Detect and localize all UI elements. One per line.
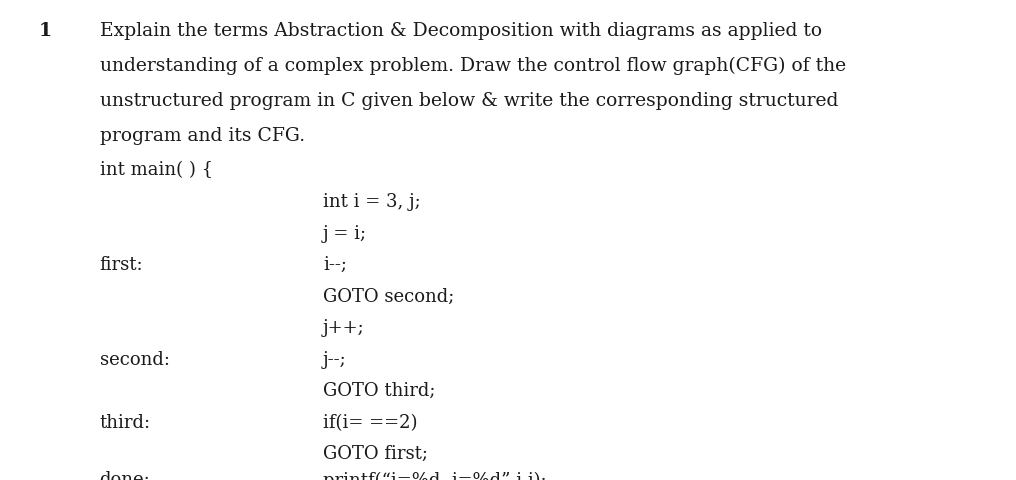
Text: i--;: i--; (323, 256, 347, 275)
Text: printf(“i=%d  j=%d”,i,j);: printf(“i=%d j=%d”,i,j); (323, 471, 547, 480)
Text: GOTO first;: GOTO first; (323, 445, 428, 463)
Text: first:: first: (100, 256, 143, 275)
Text: 1: 1 (39, 22, 52, 40)
Text: j++;: j++; (323, 319, 365, 337)
Text: int i = 3, j;: int i = 3, j; (323, 193, 421, 211)
Text: j = i;: j = i; (323, 225, 367, 243)
Text: int main( ) {: int main( ) { (100, 161, 212, 179)
Text: GOTO second;: GOTO second; (323, 288, 454, 306)
Text: third:: third: (100, 414, 150, 432)
Text: if(i= ==2): if(i= ==2) (323, 414, 418, 432)
Text: understanding of a complex problem. Draw the control flow graph(CFG) of the: understanding of a complex problem. Draw… (100, 57, 845, 75)
Text: done:: done: (100, 471, 150, 480)
Text: unstructured program in C given below & write the corresponding structured: unstructured program in C given below & … (100, 92, 838, 109)
Text: GOTO third;: GOTO third; (323, 382, 436, 400)
Text: j--;: j--; (323, 351, 346, 369)
Text: second:: second: (100, 351, 170, 369)
Text: Explain the terms Abstraction & Decomposition with diagrams as applied to: Explain the terms Abstraction & Decompos… (100, 22, 822, 40)
Text: program and its CFG.: program and its CFG. (100, 127, 305, 145)
